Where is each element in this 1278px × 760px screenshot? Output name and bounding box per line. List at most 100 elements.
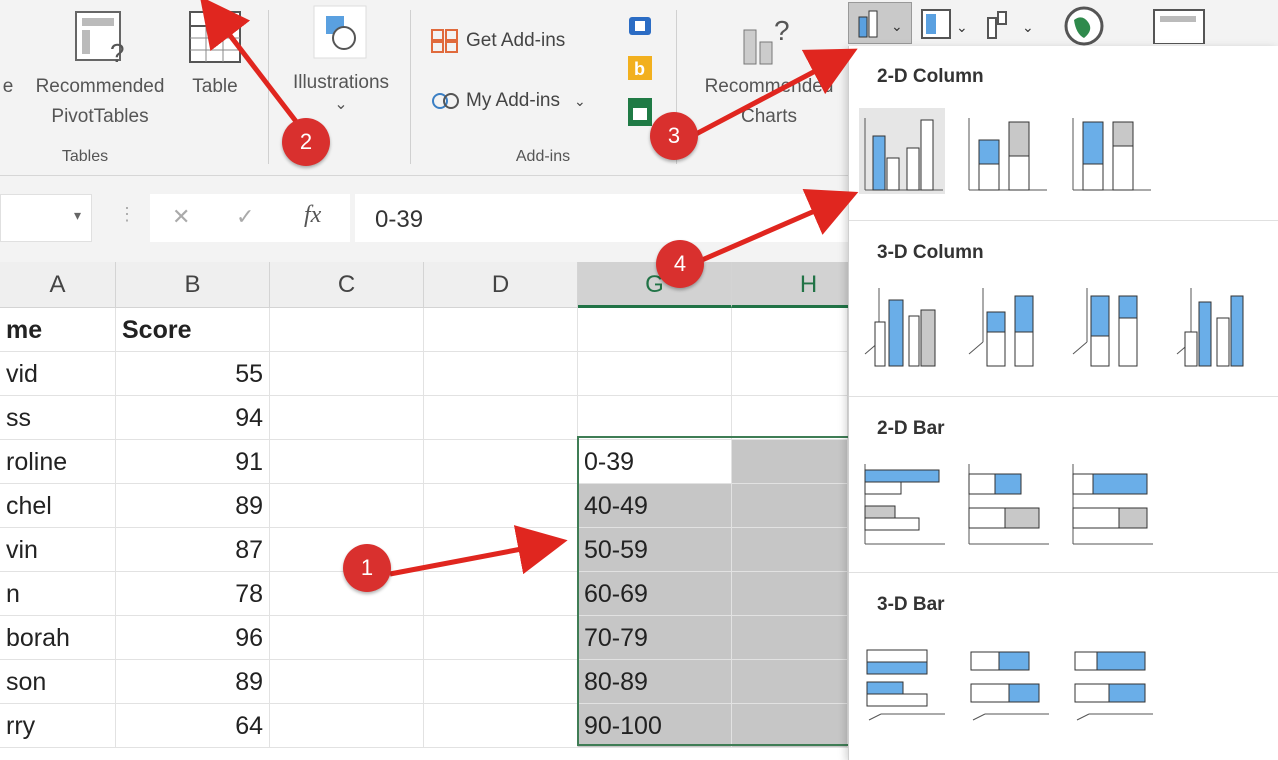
recommended-charts-icon[interactable]: ? — [740, 8, 798, 68]
cell-score[interactable]: 91 — [116, 440, 270, 484]
formula-input[interactable]: 0-39 — [355, 194, 875, 242]
illustrations-button[interactable]: Illustrations ⌄ — [278, 68, 404, 113]
stacked-bar-option[interactable] — [965, 460, 1051, 546]
cell-bin-empty[interactable] — [732, 528, 848, 572]
cell-empty[interactable] — [270, 352, 424, 396]
column-header-c[interactable]: C — [270, 262, 424, 308]
stacked-column-option[interactable] — [963, 108, 1049, 194]
recommended-charts-button[interactable]: Recommended Charts — [694, 72, 844, 132]
cell-score[interactable]: 55 — [116, 352, 270, 396]
cell-name[interactable]: roline — [0, 440, 116, 484]
clustered-bar-option[interactable] — [861, 460, 947, 546]
cell-empty[interactable] — [578, 308, 732, 352]
cell-empty[interactable] — [424, 572, 578, 616]
100-stacked-column-option[interactable] — [1067, 108, 1153, 194]
people-graph-icon[interactable] — [626, 96, 654, 128]
cell-empty[interactable] — [424, 352, 578, 396]
insert-column-chart-button[interactable]: ⌄ — [848, 2, 912, 44]
get-addins-button[interactable]: Get Add-ins — [430, 26, 565, 56]
cell-empty[interactable] — [270, 616, 424, 660]
column-header-g[interactable]: G — [578, 262, 732, 308]
cell-name[interactable]: rry — [0, 704, 116, 748]
column-header-d[interactable]: D — [424, 262, 578, 308]
cell-bin-empty[interactable] — [732, 616, 848, 660]
3d-column-option[interactable] — [1173, 282, 1259, 368]
cell-name-header[interactable]: me — [0, 308, 116, 352]
bing-icon[interactable]: b — [626, 54, 654, 82]
cell-empty[interactable] — [578, 352, 732, 396]
waterfall-chart-icon[interactable]: ⌄ — [984, 6, 1040, 42]
my-addins-button[interactable]: My Add-ins ⌄ — [430, 86, 586, 116]
name-box[interactable]: ▾ — [0, 194, 92, 242]
cell-bin-empty[interactable] — [732, 572, 848, 616]
cell-empty[interactable] — [424, 440, 578, 484]
cell-empty[interactable] — [270, 396, 424, 440]
3d-stacked-bar-option[interactable] — [965, 636, 1051, 722]
insert-function-button[interactable]: fx — [304, 202, 322, 228]
visio-icon[interactable] — [626, 12, 654, 40]
cell-bin[interactable]: 0-39 — [578, 440, 732, 484]
recommended-pivottables-button[interactable]: Recommended PivotTables — [20, 72, 180, 132]
cell-empty[interactable] — [732, 396, 848, 440]
cell-bin[interactable]: 40-49 — [578, 484, 732, 528]
3d-clustered-column-option[interactable] — [861, 282, 947, 368]
cell-empty[interactable] — [578, 396, 732, 440]
cell-empty[interactable] — [424, 616, 578, 660]
cell-bin-empty[interactable] — [732, 704, 848, 748]
cancel-button[interactable]: ✕ — [172, 204, 191, 229]
cell-name[interactable]: son — [0, 660, 116, 704]
illustrations-icon[interactable] — [312, 4, 368, 60]
3d-100-stacked-bar-option[interactable] — [1069, 636, 1155, 722]
recommended-pivottables-icon[interactable]: ? — [70, 8, 130, 66]
cell-score[interactable]: 64 — [116, 704, 270, 748]
cell-empty[interactable] — [424, 308, 578, 352]
cell-bin[interactable]: 90-100 — [578, 704, 732, 748]
3d-100-stacked-column-option[interactable] — [1069, 282, 1155, 368]
clustered-column-option[interactable] — [859, 108, 945, 194]
hierarchy-chart-icon[interactable]: ⌄ — [918, 6, 974, 42]
cell-bin[interactable]: 50-59 — [578, 528, 732, 572]
cell-empty[interactable] — [424, 660, 578, 704]
3d-clustered-bar-option[interactable] — [861, 636, 947, 722]
cell-empty[interactable] — [732, 352, 848, 396]
table-icon[interactable] — [188, 10, 242, 64]
cell-empty[interactable] — [270, 308, 424, 352]
cell-bin-empty[interactable] — [732, 440, 848, 484]
cell-name[interactable]: borah — [0, 616, 116, 660]
cell-empty[interactable] — [424, 528, 578, 572]
cell-score-header[interactable]: Score — [116, 308, 270, 352]
cell-name[interactable]: ss — [0, 396, 116, 440]
cell-bin[interactable]: 80-89 — [578, 660, 732, 704]
cell-empty[interactable] — [424, 396, 578, 440]
cell-score[interactable]: 89 — [116, 660, 270, 704]
cell-bin[interactable]: 60-69 — [578, 572, 732, 616]
enter-button[interactable]: ✓ — [236, 204, 255, 229]
table-button[interactable]: Table — [192, 76, 238, 97]
cell-score[interactable]: 87 — [116, 528, 270, 572]
cell-empty[interactable] — [424, 484, 578, 528]
cell-name[interactable]: vid — [0, 352, 116, 396]
cell-score[interactable]: 78 — [116, 572, 270, 616]
cell-empty[interactable] — [270, 440, 424, 484]
pivotchart-icon[interactable] — [1150, 6, 1208, 44]
cell-empty[interactable] — [270, 660, 424, 704]
cell-score[interactable]: 94 — [116, 396, 270, 440]
cell-empty[interactable] — [270, 704, 424, 748]
cell-name[interactable]: chel — [0, 484, 116, 528]
column-header-b[interactable]: B — [116, 262, 270, 308]
maps-icon[interactable] — [1060, 4, 1108, 46]
cell-empty[interactable] — [270, 572, 424, 616]
cell-score[interactable]: 89 — [116, 484, 270, 528]
cell-empty[interactable] — [424, 704, 578, 748]
chevron-down-icon[interactable]: ▾ — [73, 207, 81, 223]
3d-stacked-column-option[interactable] — [965, 282, 1051, 368]
cell-bin[interactable]: 70-79 — [578, 616, 732, 660]
cell-score[interactable]: 96 — [116, 616, 270, 660]
cell-name[interactable]: n — [0, 572, 116, 616]
column-header-a[interactable]: A — [0, 262, 116, 308]
cell-name[interactable]: vin — [0, 528, 116, 572]
cell-empty[interactable] — [270, 484, 424, 528]
100-stacked-bar-option[interactable] — [1069, 460, 1155, 546]
cell-bin-empty[interactable] — [732, 484, 848, 528]
cell-bin-empty[interactable] — [732, 660, 848, 704]
